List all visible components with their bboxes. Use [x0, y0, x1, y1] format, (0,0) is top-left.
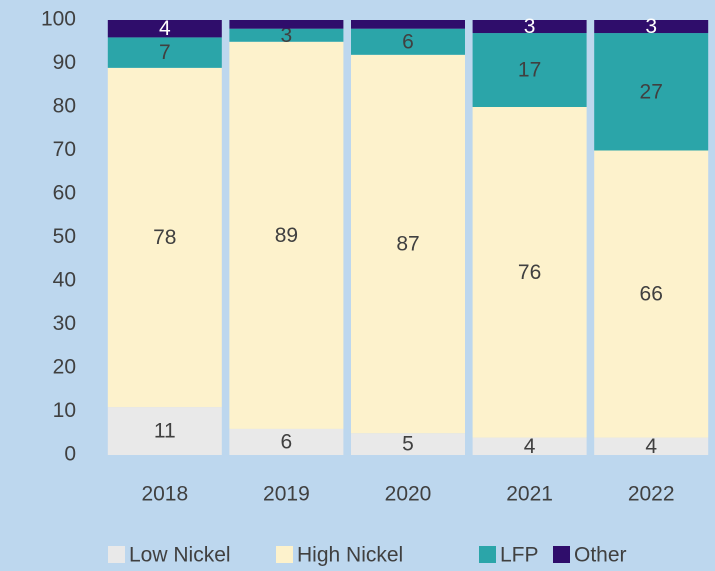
data-label: 5	[402, 433, 414, 456]
bar-segment	[472, 20, 587, 34]
legend-label: Low Nickel	[129, 544, 231, 567]
bar-segment	[107, 407, 222, 455]
legend-label: LFP	[500, 544, 539, 567]
data-label: 17	[518, 59, 541, 82]
bar-segment	[594, 33, 709, 151]
data-label: 3	[281, 24, 293, 47]
data-label: 6	[281, 430, 293, 453]
legend-label: High Nickel	[297, 544, 403, 567]
bar-segment	[594, 437, 709, 455]
y-tick-label: 60	[53, 182, 76, 205]
bar-segment	[472, 107, 587, 438]
x-tick-label: 2022	[628, 483, 675, 506]
bar-segment	[351, 54, 465, 434]
bar-segment	[594, 20, 709, 34]
y-tick-label: 80	[53, 95, 76, 118]
legend-swatch	[479, 546, 496, 563]
x-tick-label: 2019	[263, 483, 310, 506]
x-tick-label: 2020	[385, 483, 432, 506]
bar-segment	[229, 41, 344, 429]
data-label: 4	[524, 435, 536, 458]
y-tick-label: 40	[53, 269, 76, 292]
bar-segment	[229, 28, 344, 42]
legend-swatch	[553, 546, 570, 563]
bar-segment	[351, 433, 465, 455]
bar-segment	[107, 20, 222, 38]
data-label: 89	[275, 224, 298, 247]
bar-segment	[594, 150, 709, 438]
y-tick-label: 90	[53, 51, 76, 74]
data-label: 6	[402, 30, 414, 53]
bar-segment	[229, 428, 344, 455]
data-label: 76	[518, 261, 541, 284]
data-label: 78	[153, 226, 176, 249]
bar-segment	[472, 437, 587, 455]
bar-segment	[351, 20, 465, 29]
y-tick-label: 70	[53, 138, 76, 161]
data-label: 4	[159, 17, 171, 40]
legend-swatch	[276, 546, 293, 563]
data-label: 7	[159, 41, 171, 64]
bar-segment	[107, 67, 222, 408]
data-label: 11	[154, 420, 176, 443]
data-label: 27	[640, 80, 663, 103]
bar-segment	[351, 28, 465, 55]
bar-segment	[472, 33, 587, 107]
bar-segment	[229, 20, 344, 29]
bar-segment	[107, 37, 222, 68]
y-tick-label: 50	[53, 225, 76, 248]
x-tick-label: 2018	[141, 483, 188, 506]
data-label: 3	[645, 15, 657, 38]
y-tick-label: 20	[53, 356, 76, 379]
data-label: 4	[645, 435, 657, 458]
y-tick-label: 100	[41, 8, 76, 31]
data-label: 87	[396, 233, 419, 256]
x-tick-label: 2021	[506, 483, 553, 506]
y-tick-label: 30	[53, 312, 76, 335]
legend-label: Other	[574, 544, 627, 567]
y-tick-label: 0	[64, 443, 76, 466]
y-tick-label: 10	[53, 399, 76, 422]
data-label: 3	[524, 15, 536, 38]
legend-swatch	[108, 546, 125, 563]
data-label: 66	[640, 283, 663, 306]
